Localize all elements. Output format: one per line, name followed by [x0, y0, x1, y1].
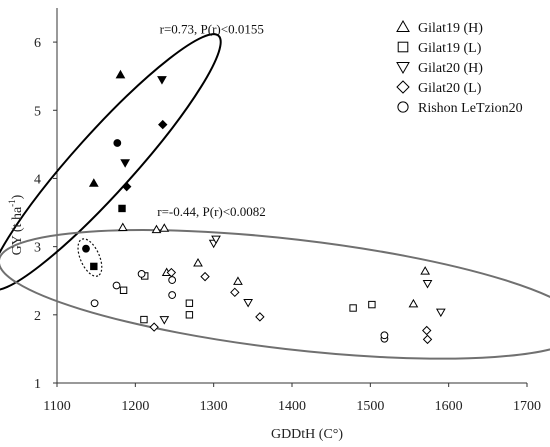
data-point	[193, 257, 203, 267]
x-tick-label: 1100	[43, 399, 70, 414]
data-point	[168, 291, 177, 299]
data-point	[243, 299, 253, 308]
legend-label: Rishon LeTzion20	[418, 101, 523, 116]
x-tick-label: 1200	[121, 399, 149, 414]
y-tick-label: 2	[34, 309, 41, 324]
data-point	[88, 178, 99, 187]
legend-label: Gilat19 (L)	[418, 41, 482, 56]
data-point	[233, 276, 243, 285]
data-point	[185, 311, 194, 319]
legend-label: Gilat20 (L)	[418, 81, 482, 96]
x-tick-label: 1600	[435, 399, 463, 414]
data-point	[112, 281, 121, 290]
data-markers	[82, 69, 446, 345]
cluster-ellipses	[0, 33, 550, 360]
correlation-annotation: r=0.73, P(r)<0.0155	[160, 21, 264, 36]
data-point	[82, 244, 90, 253]
data-point	[158, 119, 168, 130]
data-point	[159, 223, 170, 232]
legend-marker	[396, 19, 410, 32]
y-tick-label: 4	[34, 172, 41, 187]
data-point	[117, 222, 128, 232]
data-point	[157, 76, 167, 85]
data-point	[408, 298, 419, 308]
data-point	[115, 69, 126, 79]
correlation-annotation: r=-0.44, P(r)<0.0082	[157, 204, 266, 219]
data-point	[435, 308, 446, 318]
y-tick-label: 6	[34, 36, 41, 51]
x-tick-label: 1300	[200, 399, 228, 414]
data-point	[120, 159, 131, 168]
x-tick-label: 1400	[278, 399, 306, 414]
dotted-enclosure	[77, 238, 103, 277]
data-point	[200, 271, 210, 282]
data-point	[90, 262, 98, 271]
annotations: r=0.73, P(r)<0.0155 r=-0.44, P(r)<0.0082	[157, 21, 266, 219]
data-point	[122, 181, 132, 192]
legend: Gilat19 (H) Gilat19 (L) Gilat20 (H) Gilat20…	[396, 19, 523, 116]
data-point	[90, 299, 99, 308]
y-tick-label: 3	[34, 241, 41, 256]
data-point	[422, 325, 432, 336]
data-point	[422, 279, 433, 289]
high-yield-ellipse	[0, 33, 222, 292]
data-point	[137, 270, 146, 278]
y-tick-label: 1	[34, 377, 41, 392]
data-point	[140, 315, 148, 324]
legend-label: Gilat19 (H)	[418, 21, 483, 36]
legend-marker	[397, 101, 409, 113]
data-point	[159, 316, 170, 325]
axes: 1100 1200 1300 1400 1500 1600 1700 1 2 3 4 5 6	[34, 8, 541, 414]
x-axis-label: GDDtH (C°)	[271, 427, 343, 442]
y-tick-label: 5	[34, 104, 41, 119]
legend-marker	[397, 41, 409, 53]
legend-marker	[396, 62, 410, 75]
legend-label: Gilat20 (H)	[418, 61, 483, 76]
data-point	[118, 204, 126, 213]
data-point	[349, 304, 357, 312]
legend-marker	[396, 80, 410, 94]
data-point	[230, 287, 240, 298]
data-point	[168, 276, 177, 284]
x-tick-label: 1500	[356, 399, 384, 414]
data-point	[211, 235, 221, 245]
data-point	[113, 139, 122, 147]
data-point	[119, 286, 128, 294]
x-tick-label: 1700	[513, 399, 541, 414]
data-point	[420, 266, 431, 275]
data-point	[255, 312, 265, 322]
data-point	[380, 331, 389, 340]
data-point	[422, 334, 433, 345]
low-yield-ellipse	[0, 229, 550, 360]
data-point	[151, 224, 162, 234]
y-axis-label: GY (t ha-1)	[7, 194, 25, 255]
data-point	[185, 299, 194, 307]
data-point	[149, 322, 159, 332]
data-point	[368, 300, 376, 309]
